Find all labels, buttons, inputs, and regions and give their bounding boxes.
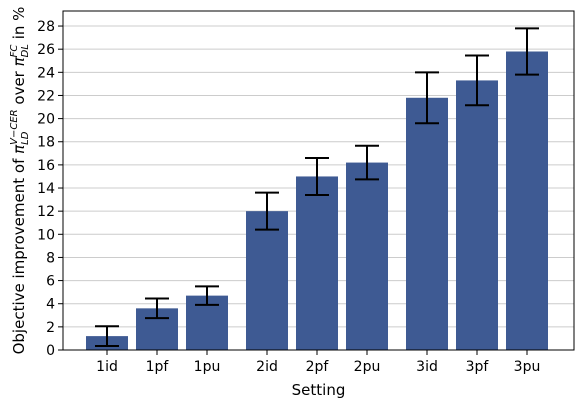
x-tick-label: 3pf bbox=[466, 359, 490, 375]
x-tick-label: 3pu bbox=[514, 359, 541, 375]
y-tick-label: 26 bbox=[37, 42, 55, 58]
y-axis-label-mid: over bbox=[10, 66, 28, 109]
x-tick-label: 2pf bbox=[306, 359, 330, 375]
bar bbox=[506, 51, 548, 351]
y-tick-label: 8 bbox=[46, 250, 55, 266]
plot-frame bbox=[62, 10, 575, 351]
x-tick-label: 1pu bbox=[194, 359, 221, 375]
y-tick-label: 16 bbox=[37, 158, 55, 174]
y-tick-label: 14 bbox=[37, 181, 55, 197]
bar bbox=[246, 211, 288, 350]
y-axis-label-suffix: in % bbox=[10, 7, 28, 44]
y-axis-label-pi-2: π bbox=[10, 56, 28, 66]
bar bbox=[346, 162, 388, 350]
y-axis-label: Objective improvement of πV−CERLD over π… bbox=[9, 7, 31, 355]
bar bbox=[296, 176, 338, 350]
y-axis-label-sup-2: FC bbox=[9, 45, 20, 58]
x-tick-label: 1pf bbox=[146, 359, 170, 375]
y-tick-label: 6 bbox=[46, 274, 55, 290]
y-axis-label-pi-1: π bbox=[10, 144, 28, 154]
y-axis-label-sub-1: LD bbox=[20, 131, 31, 145]
y-axis-label-sub-2: DL bbox=[20, 44, 31, 57]
y-tick-label: 2 bbox=[46, 320, 55, 336]
y-tick-label: 4 bbox=[46, 297, 55, 313]
error-bars bbox=[95, 27, 539, 347]
y-tick-label: 18 bbox=[37, 135, 55, 151]
y-axis-label-prefix: Objective improvement of bbox=[10, 154, 28, 355]
bars bbox=[86, 51, 548, 351]
x-ticks: 1id 1pf 1pu 2id 2pf 2pu 3id 3pf 3pu bbox=[96, 350, 540, 375]
y-tick-label: 28 bbox=[37, 19, 55, 35]
y-tick-label: 10 bbox=[37, 227, 55, 243]
y-tick-label: 0 bbox=[46, 343, 55, 359]
y-axis-label-sup-1: V−CER bbox=[9, 109, 20, 144]
x-tick-label: 2pu bbox=[354, 359, 381, 375]
x-axis-label: Setting bbox=[292, 381, 346, 399]
y-tick-label: 22 bbox=[37, 88, 55, 104]
x-tick-label: 1id bbox=[96, 359, 118, 375]
x-tick-label: 2id bbox=[256, 359, 278, 375]
y-tick-label: 24 bbox=[37, 65, 55, 81]
bar bbox=[406, 97, 448, 350]
y-tick-label: 12 bbox=[37, 204, 55, 220]
bar bbox=[456, 80, 498, 350]
y-tick-label: 20 bbox=[37, 112, 55, 128]
x-tick-label: 3id bbox=[416, 359, 438, 375]
